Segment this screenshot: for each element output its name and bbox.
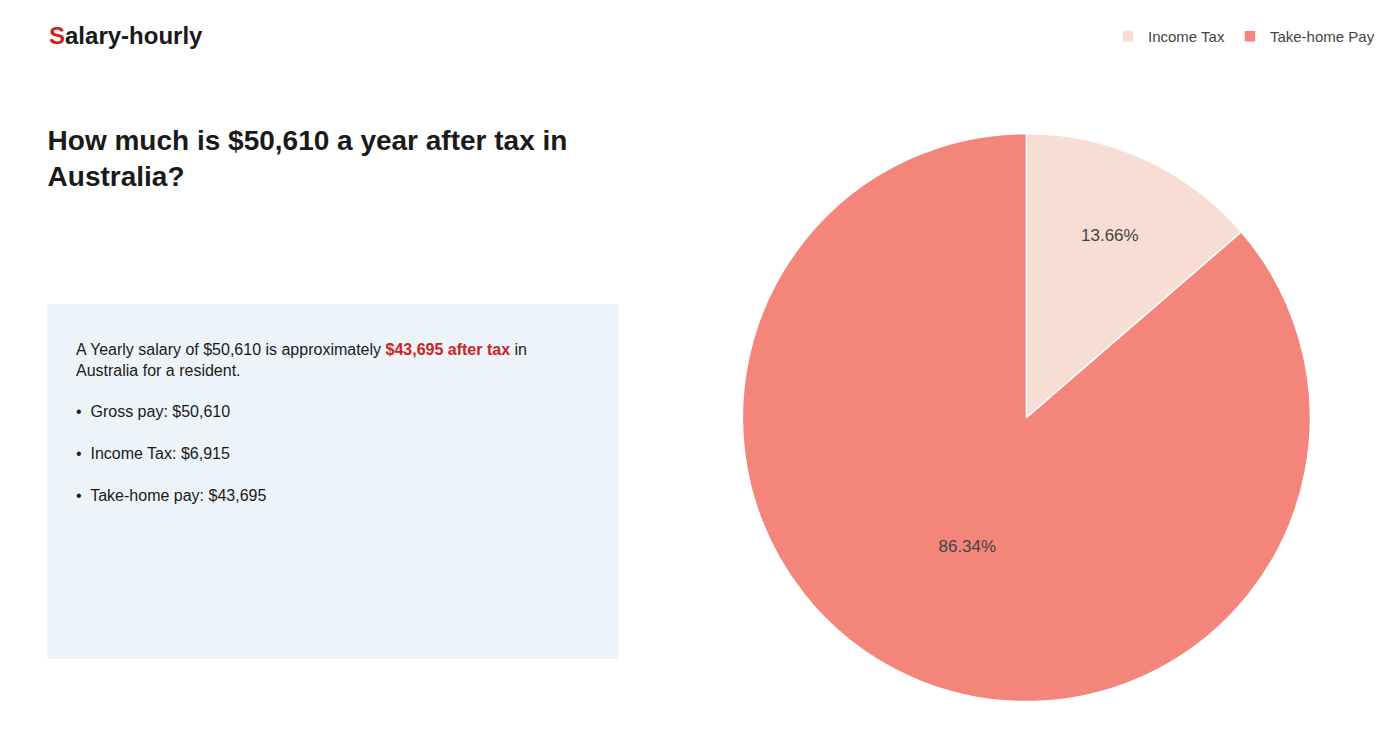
svg-text:A Yearly salary of $50,610 is: A Yearly salary of $50,610 is approximat…	[76, 341, 527, 504]
svg-text:Salary-hourly: Salary-hourly	[49, 22, 203, 49]
svg-text:Income Tax: Income Tax	[1148, 28, 1225, 45]
svg-text:Take-home Pay: Take-home Pay	[1270, 28, 1375, 45]
svg-text:13.66%: 13.66%	[1081, 226, 1139, 245]
svg-text:How much is $50,610 a year aft: How much is $50,610 a year after tax inA…	[48, 125, 568, 192]
svg-text:86.34%: 86.34%	[938, 537, 996, 556]
